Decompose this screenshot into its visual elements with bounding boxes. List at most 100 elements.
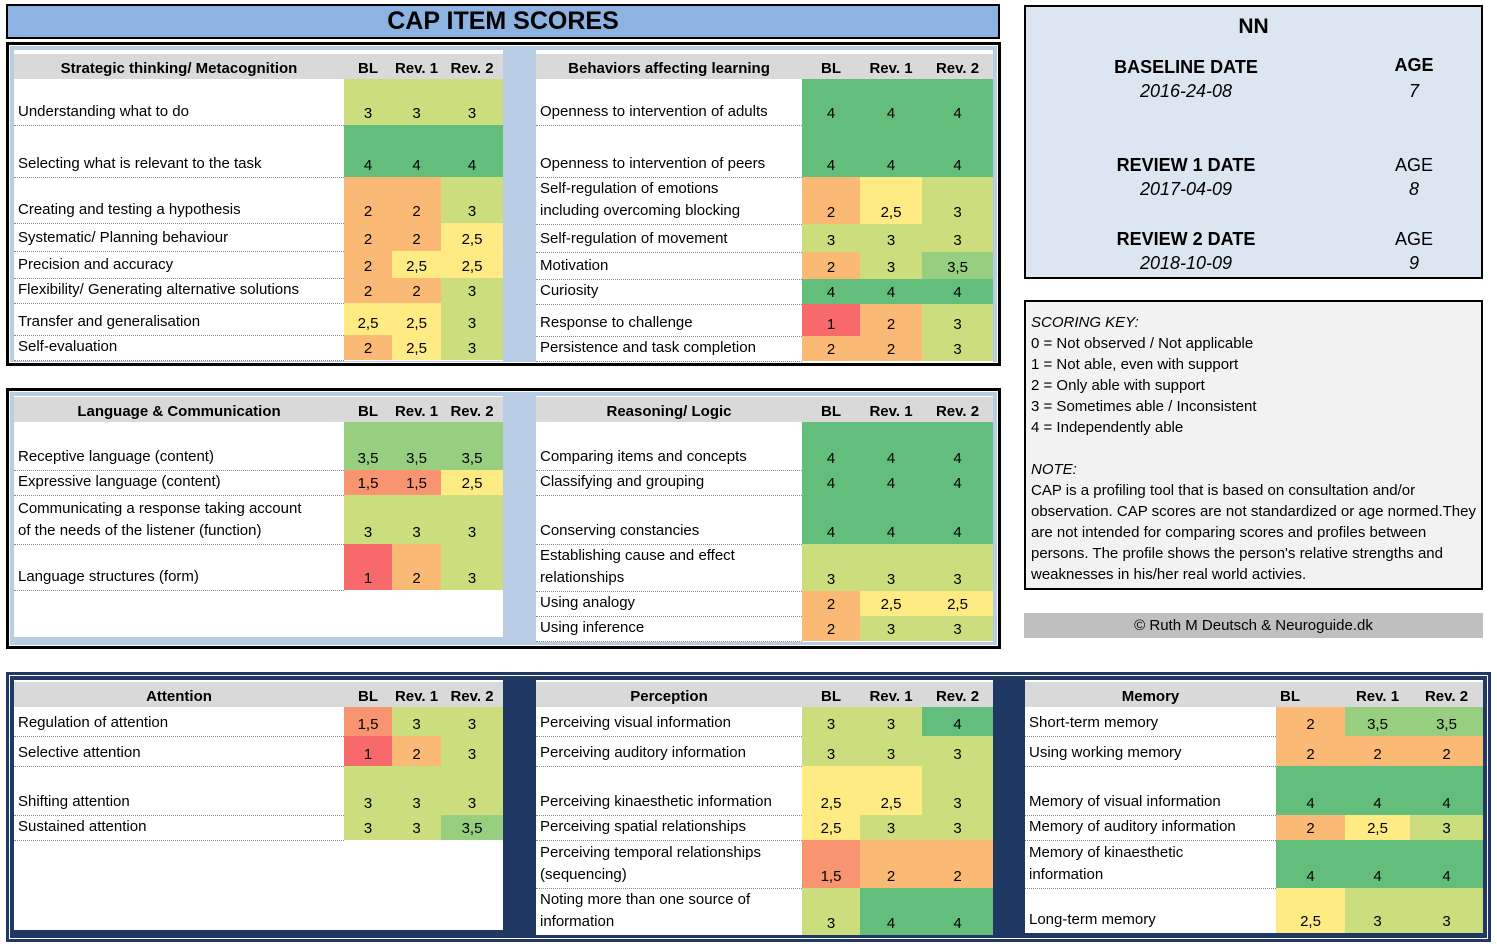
category-header: Memory bbox=[1025, 682, 1276, 707]
score-cell: 2,5 bbox=[441, 470, 503, 495]
review2-age-value: 9 bbox=[1408, 253, 1419, 273]
attention-table: Attention BL Rev. 1 Rev. 2 Regulation of at… bbox=[14, 682, 503, 841]
review1-date-label: REVIEW 1 DATE bbox=[1116, 155, 1256, 175]
col-bl: BL bbox=[344, 682, 392, 707]
item-label: Communicating a response taking account o… bbox=[14, 495, 344, 545]
score-cell: 4 bbox=[1410, 766, 1483, 815]
col-rev1: Rev. 1 bbox=[392, 397, 441, 422]
item-label: Selective attention bbox=[14, 736, 344, 767]
score-cell: 2 bbox=[392, 278, 441, 303]
score-cell: 2 bbox=[392, 544, 441, 590]
col-bl: BL bbox=[802, 397, 860, 422]
score-cell: 2,5 bbox=[802, 815, 860, 840]
score-cell: 2,5 bbox=[441, 223, 503, 251]
score-cell: 3 bbox=[1410, 815, 1483, 840]
score-cell: 3 bbox=[1410, 888, 1483, 933]
score-cell: 2 bbox=[802, 252, 860, 279]
score-cell: 1 bbox=[344, 544, 392, 590]
item-label: Systematic/ Planning behaviour bbox=[14, 223, 344, 252]
category-header: Attention bbox=[14, 682, 344, 707]
score-cell: 3 bbox=[922, 304, 993, 336]
score-cell: 2 bbox=[392, 223, 441, 251]
score-cell: 2,5 bbox=[1345, 815, 1410, 840]
item-label: Language structures (form) bbox=[14, 544, 344, 591]
scoring-key-item: 4 = Independently able bbox=[1031, 419, 1184, 436]
score-cell: 3 bbox=[802, 224, 860, 252]
category-header: Strategic thinking/ Metacognition bbox=[14, 54, 344, 79]
item-label: Self-regulation of emotions including ove… bbox=[536, 177, 802, 225]
score-cell: 2,5 bbox=[392, 335, 441, 360]
score-cell: 2 bbox=[344, 177, 392, 223]
score-cell: 3 bbox=[922, 736, 993, 766]
score-cell: 2 bbox=[344, 335, 392, 360]
col-bl: BL bbox=[1276, 682, 1345, 707]
item-label: Persistence and task completion bbox=[536, 336, 802, 362]
score-cell: 4 bbox=[922, 495, 993, 544]
score-cell: 2 bbox=[802, 591, 860, 616]
review2-date-label: REVIEW 2 DATE bbox=[1116, 229, 1256, 249]
score-cell: 4 bbox=[860, 888, 922, 935]
score-cell: 2,5 bbox=[344, 303, 392, 335]
score-cell: 2,5 bbox=[802, 766, 860, 815]
item-label: Classifying and grouping bbox=[536, 470, 802, 496]
copyright-notice: © Ruth M Deutsch & Neuroguide.dk bbox=[1024, 613, 1483, 638]
scoring-key-item: 0 = Not observed / Not applicable bbox=[1031, 335, 1254, 352]
score-cell: 1,5 bbox=[344, 470, 392, 495]
score-cell: 4 bbox=[802, 470, 860, 495]
review2-date-value: 2018-10-09 bbox=[1139, 253, 1233, 273]
note-heading: NOTE: bbox=[1031, 461, 1077, 478]
score-cell: 4 bbox=[860, 495, 922, 544]
item-label: Openness to intervention of adults bbox=[536, 79, 802, 126]
score-cell: 2 bbox=[344, 223, 392, 251]
memory-table: Memory BL Rev. 1 Rev. 2 Short-term memory 2 3… bbox=[1025, 682, 1483, 933]
col-rev1: Rev. 1 bbox=[1345, 682, 1410, 707]
score-cell: 3 bbox=[441, 177, 503, 223]
score-cell: 3 bbox=[392, 79, 441, 125]
score-cell: 3,5 bbox=[1410, 707, 1483, 736]
item-label: Regulation of attention bbox=[14, 707, 344, 737]
category-header: Language & Communication bbox=[14, 397, 344, 422]
score-cell: 3 bbox=[922, 544, 993, 591]
score-cell: 2 bbox=[860, 840, 922, 888]
score-cell: 2 bbox=[1276, 815, 1345, 840]
score-cell: 2,5 bbox=[392, 303, 441, 335]
col-rev2: Rev. 2 bbox=[1410, 682, 1483, 707]
item-label: Using analogy bbox=[536, 591, 802, 617]
score-cell: 4 bbox=[802, 422, 860, 470]
score-cell: 4 bbox=[1345, 766, 1410, 815]
language-table: Language & Communication BL Rev. 1 Rev. 2 R… bbox=[14, 397, 503, 591]
score-cell: 3 bbox=[860, 616, 922, 641]
score-cell: 3 bbox=[392, 815, 441, 840]
score-cell: 3 bbox=[922, 224, 993, 252]
item-label: Response to challenge bbox=[536, 304, 802, 337]
score-cell: 2,5 bbox=[441, 251, 503, 278]
baseline-age-value: 7 bbox=[1408, 81, 1419, 101]
score-cell: 4 bbox=[1276, 766, 1345, 815]
col-rev1: Rev. 1 bbox=[392, 682, 441, 707]
score-cell: 2 bbox=[802, 177, 860, 224]
score-cell: 3 bbox=[1345, 888, 1410, 933]
item-label: Motivation bbox=[536, 252, 802, 280]
score-cell: 3 bbox=[392, 707, 441, 736]
baseline-date-label: BASELINE DATE bbox=[1114, 57, 1258, 77]
item-label: Self-regulation of movement bbox=[536, 224, 802, 253]
score-cell: 3 bbox=[802, 888, 860, 935]
score-cell: 3,5 bbox=[441, 422, 503, 470]
col-bl: BL bbox=[344, 54, 392, 79]
category-header: Reasoning/ Logic bbox=[536, 397, 802, 422]
review1-date-value: 2017-04-09 bbox=[1139, 179, 1233, 199]
score-cell: 3 bbox=[441, 303, 503, 335]
item-label: Shifting attention bbox=[14, 766, 344, 816]
score-cell: 3 bbox=[441, 335, 503, 360]
item-label: Perceiving auditory information bbox=[536, 736, 802, 767]
score-cell: 3 bbox=[802, 736, 860, 766]
col-rev1: Rev. 1 bbox=[860, 682, 922, 707]
category-header: Behaviors affecting learning bbox=[536, 54, 802, 79]
score-cell: 3 bbox=[392, 766, 441, 815]
score-cell: 4 bbox=[1410, 840, 1483, 888]
score-cell: 2 bbox=[802, 616, 860, 641]
col-rev2: Rev. 2 bbox=[441, 682, 503, 707]
scoring-key-item: 3 = Sometimes able / Inconsistent bbox=[1031, 398, 1257, 415]
page-title: CAP ITEM SCORES bbox=[6, 4, 1000, 39]
score-cell: 1 bbox=[344, 736, 392, 766]
